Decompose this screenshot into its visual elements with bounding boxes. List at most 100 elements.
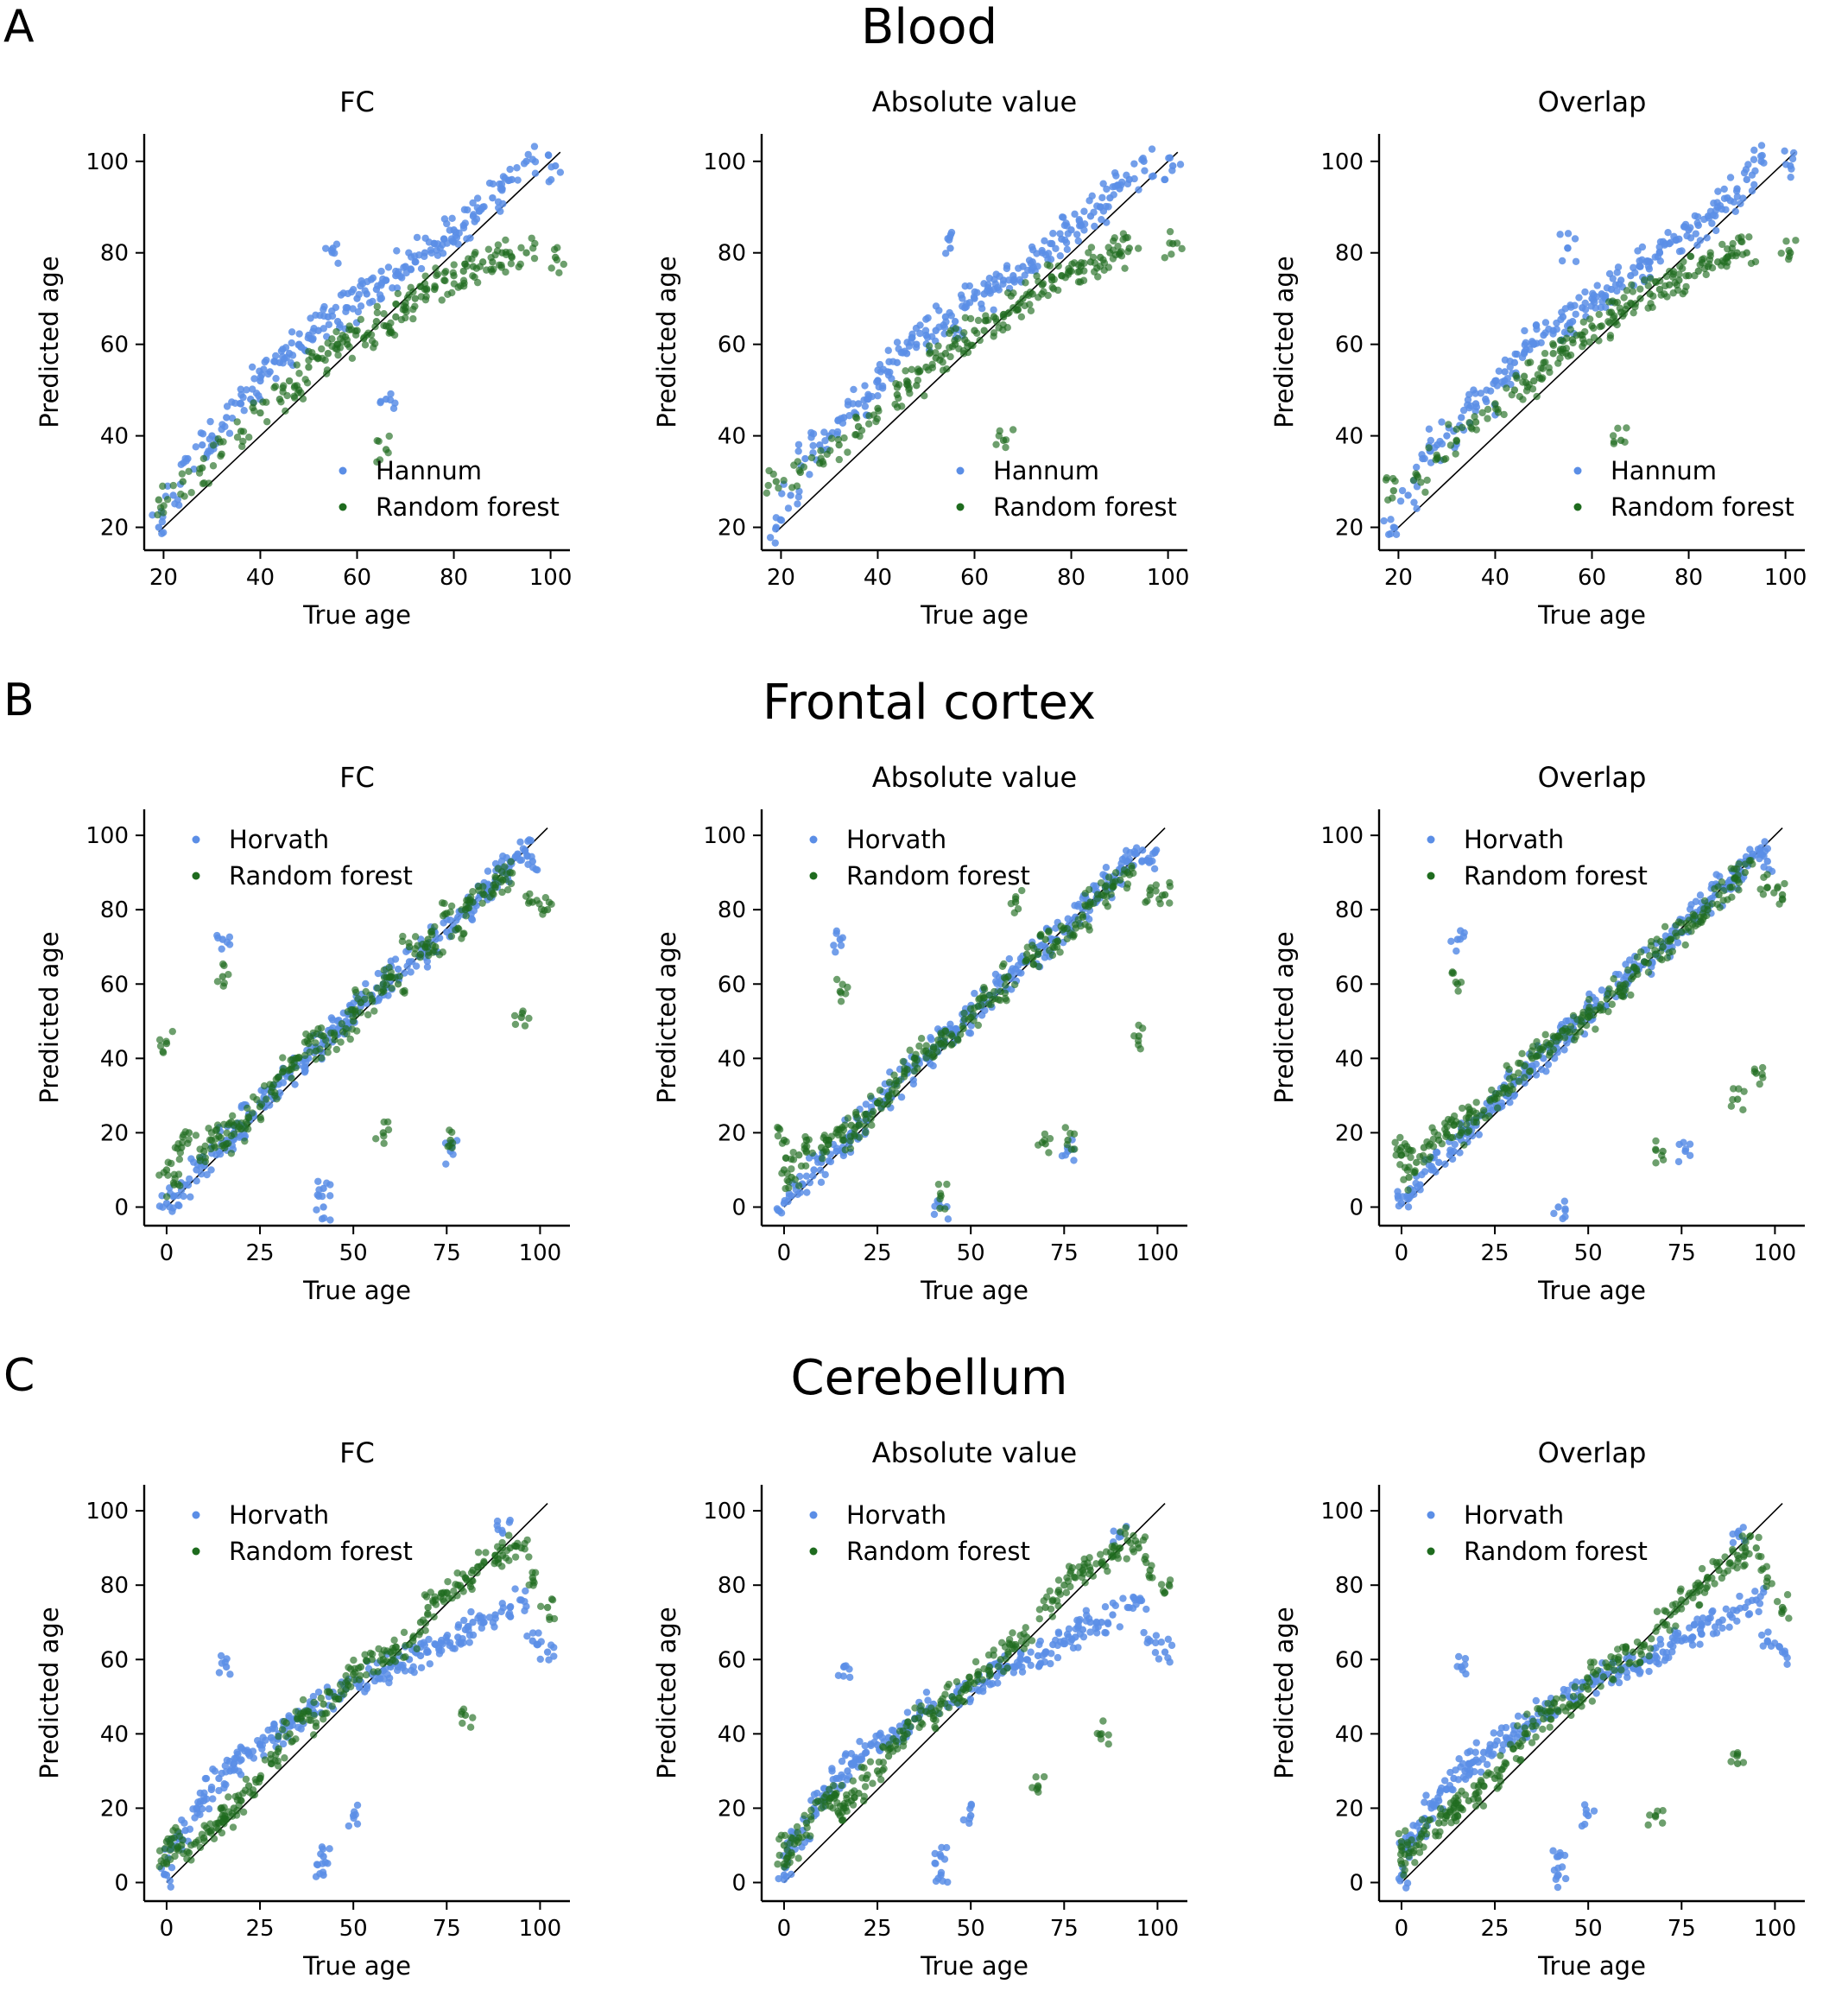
data-point [365,299,374,307]
y-tick-label: 40 [100,1046,129,1072]
data-point [947,312,955,320]
data-point [295,1054,303,1062]
data-point [1703,911,1711,920]
data-point [1119,236,1127,244]
data-point [380,1132,388,1140]
data-point [1472,1119,1481,1126]
data-point [885,1078,894,1087]
legend-marker [1427,872,1435,880]
data-point [169,491,177,499]
subplot-title: FC [339,761,375,794]
data-point [1513,374,1521,382]
data-point [1657,291,1665,299]
data-point [1012,1643,1020,1651]
data-point [334,351,342,359]
data-point [1731,207,1739,215]
data-point [1506,357,1514,365]
data-point [1674,286,1682,295]
data-point [820,428,828,436]
data-point [788,1165,795,1173]
data-point [535,1629,542,1637]
data-point [1020,1645,1028,1653]
data-point [1595,310,1603,319]
data-point [830,941,838,949]
data-point [1726,174,1735,181]
data-point [462,901,471,910]
data-point [446,1142,453,1150]
data-point [1452,437,1460,446]
data-point [928,360,936,369]
data-point [1781,147,1788,155]
data-point [508,869,516,877]
data-point [460,1616,468,1625]
data-point [1135,186,1142,193]
data-point [1720,194,1729,202]
data-point [503,870,510,878]
data-point [1019,263,1027,270]
data-point [1447,937,1455,946]
data-point [223,1655,231,1663]
data-point [1398,486,1407,495]
data-point [782,1873,790,1880]
data-point [221,422,229,431]
data-point [1620,294,1628,301]
data-point [1613,320,1621,329]
data-point [1569,1011,1578,1020]
data-point [1596,1004,1604,1011]
data-point [1035,962,1043,971]
data-point [421,272,429,280]
data-point [446,908,454,916]
data-point [1763,858,1771,865]
data-point [841,1146,850,1154]
data-point [155,1202,164,1210]
data-point [798,1833,806,1842]
data-point [1696,891,1705,899]
data-point [544,151,553,160]
data-point [959,295,966,302]
data-point [349,305,357,313]
data-point [1471,413,1478,421]
data-point [1734,872,1742,879]
data-point [1782,238,1790,245]
data-point [1636,285,1644,293]
data-point [399,932,407,941]
data-point [490,265,497,273]
data-point [1750,155,1758,163]
x-tick-label: 0 [1395,1240,1409,1266]
data-point [803,1142,811,1151]
data-point [1537,364,1545,372]
data-point [1092,1629,1101,1637]
data-point [856,1119,864,1128]
series-horvath [773,844,1161,1223]
data-point [448,214,456,223]
data-point [1479,1106,1488,1114]
data-point [1571,301,1579,309]
data-point [878,382,887,390]
data-point [314,1688,323,1696]
data-point [288,339,295,347]
data-point [1675,270,1683,278]
data-point [253,1096,261,1104]
data-point [305,363,313,371]
data-point [449,269,458,276]
data-point [1085,249,1092,257]
data-point [1430,1128,1439,1136]
data-point [1616,988,1624,996]
data-point [358,277,365,285]
data-point [1630,308,1637,317]
data-point [844,1114,852,1122]
data-point [1054,1628,1063,1636]
data-point [459,1719,466,1728]
data-point [1558,308,1566,316]
data-point [1585,315,1594,323]
data-point [419,1616,427,1624]
data-point [1681,1145,1690,1153]
data-point [345,1664,352,1671]
y-axis-label: Predicted age [652,1607,681,1778]
data-point [305,356,313,365]
data-point [1138,155,1146,164]
data-point [531,1569,540,1576]
data-point [163,482,172,490]
data-point [449,1151,457,1158]
data-point [354,995,362,1003]
